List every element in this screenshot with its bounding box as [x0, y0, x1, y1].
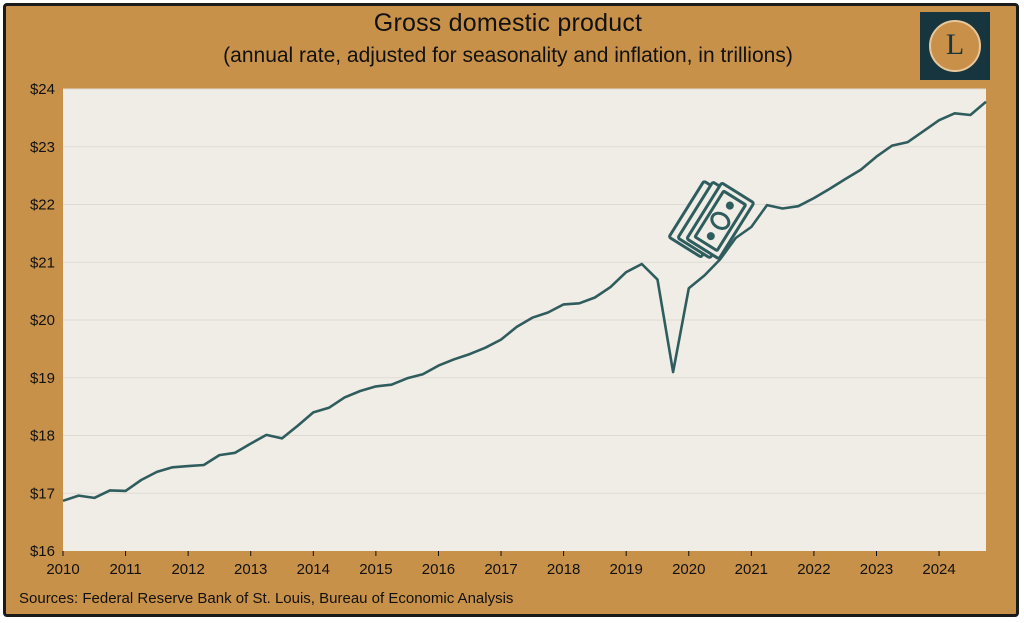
y-tick-label: $18	[30, 428, 55, 445]
x-tick-label: 2017	[484, 561, 517, 578]
y-tick-label: $17	[30, 485, 55, 502]
gdp-series-line	[62, 100, 987, 503]
x-tick-label: 2021	[735, 561, 768, 578]
y-axis: $16 $17 $18 $19 $20 $21 $22 $23 $24	[30, 81, 55, 560]
logo: L	[920, 12, 990, 80]
y-tick-label: $20	[30, 312, 55, 329]
x-tick-label: 2020	[672, 561, 705, 578]
logo-letter: L	[945, 28, 965, 61]
sources-note: Sources: Federal Reserve Bank of St. Lou…	[19, 590, 514, 607]
money-stack-icon	[668, 180, 755, 260]
x-tick-label: 2010	[46, 561, 79, 578]
x-tick-label: 2019	[609, 561, 642, 578]
logo-badge: L	[929, 20, 981, 72]
chart-subtitle: (annual rate, adjusted for seasonality a…	[223, 44, 793, 67]
y-tick-label: $22	[30, 197, 55, 214]
y-tick-label: $21	[30, 254, 55, 271]
y-tick-label: $19	[30, 370, 55, 387]
x-tick-label: 2016	[422, 561, 455, 578]
grid-lines	[63, 88, 986, 494]
x-axis: 2010 2011 2012 2013 2014 2015 2016 2017 2018 2019…	[46, 551, 956, 578]
x-tick-label: 2015	[359, 561, 392, 578]
chart-title: Gross domestic product	[373, 9, 643, 37]
x-tick-label: 2012	[171, 561, 204, 578]
x-tick-label: 2024	[922, 561, 955, 578]
y-tick-label: $24	[30, 81, 55, 98]
x-tick-label: 2022	[797, 561, 830, 578]
x-tick-label: 2013	[234, 561, 267, 578]
x-tick-label: 2023	[860, 561, 893, 578]
x-tick-label: 2018	[547, 561, 580, 578]
y-tick-label: $16	[30, 543, 55, 560]
x-tick-label: 2011	[109, 561, 141, 578]
x-tick-label: 2014	[297, 561, 330, 578]
y-tick-label: $23	[30, 139, 55, 156]
